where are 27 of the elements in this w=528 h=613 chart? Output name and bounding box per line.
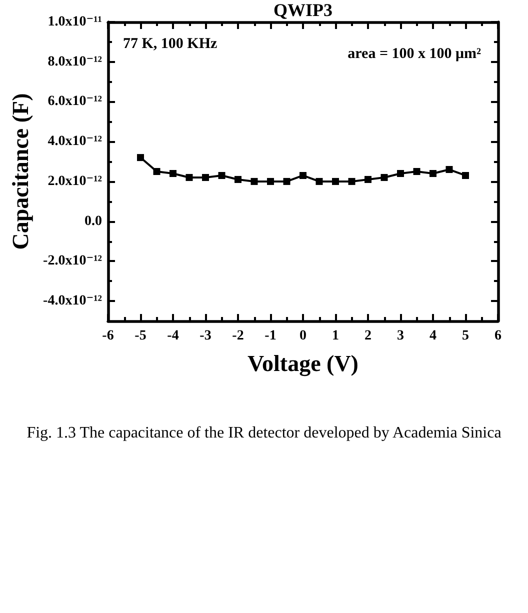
x-tick-label: 5 [462, 328, 469, 344]
y-tick-label: 0.0 [84, 214, 102, 229]
y-tick-label: 2.0x10⁻¹² [48, 174, 102, 189]
y-axis-title: Capacitance (F) [8, 93, 34, 250]
x-tick-label: -1 [264, 328, 276, 344]
x-tick-label: -6 [102, 328, 114, 344]
x-tick-label: 2 [364, 328, 372, 344]
x-tick-label: -5 [134, 328, 146, 344]
annotation: 77 K, 100 KHz [123, 36, 218, 52]
y-tick-label: 4.0x10⁻¹² [48, 134, 102, 150]
x-tick-label: 1 [332, 328, 339, 344]
chart-title: QWIP3 [273, 0, 333, 20]
x-tick-label: 3 [397, 328, 404, 344]
y-tick-label: 8.0x10⁻¹² [48, 54, 102, 70]
x-axis-title: Voltage (V) [248, 351, 358, 377]
x-tick-label: -4 [167, 328, 179, 344]
y-tick-label: -4.0x10⁻¹² [43, 294, 102, 309]
x-tick-label: 4 [430, 328, 436, 344]
x-tick-label: -3 [200, 328, 212, 344]
y-tick-label: -2.0x10⁻¹² [43, 254, 102, 269]
x-tick-label: -2 [232, 328, 244, 344]
annotation: area = 100 x 100 μm² [348, 46, 482, 62]
caption: Fig. 1.3 The capacitance of the IR detector developed by Academia Sinica [26, 424, 502, 442]
x-tick-label: 6 [494, 328, 502, 344]
x-tick-label: 0 [300, 328, 306, 344]
y-tick-label: 6.0x10⁻¹² [48, 94, 102, 110]
y-tick-label: 1.0x10⁻¹¹ [48, 14, 102, 30]
